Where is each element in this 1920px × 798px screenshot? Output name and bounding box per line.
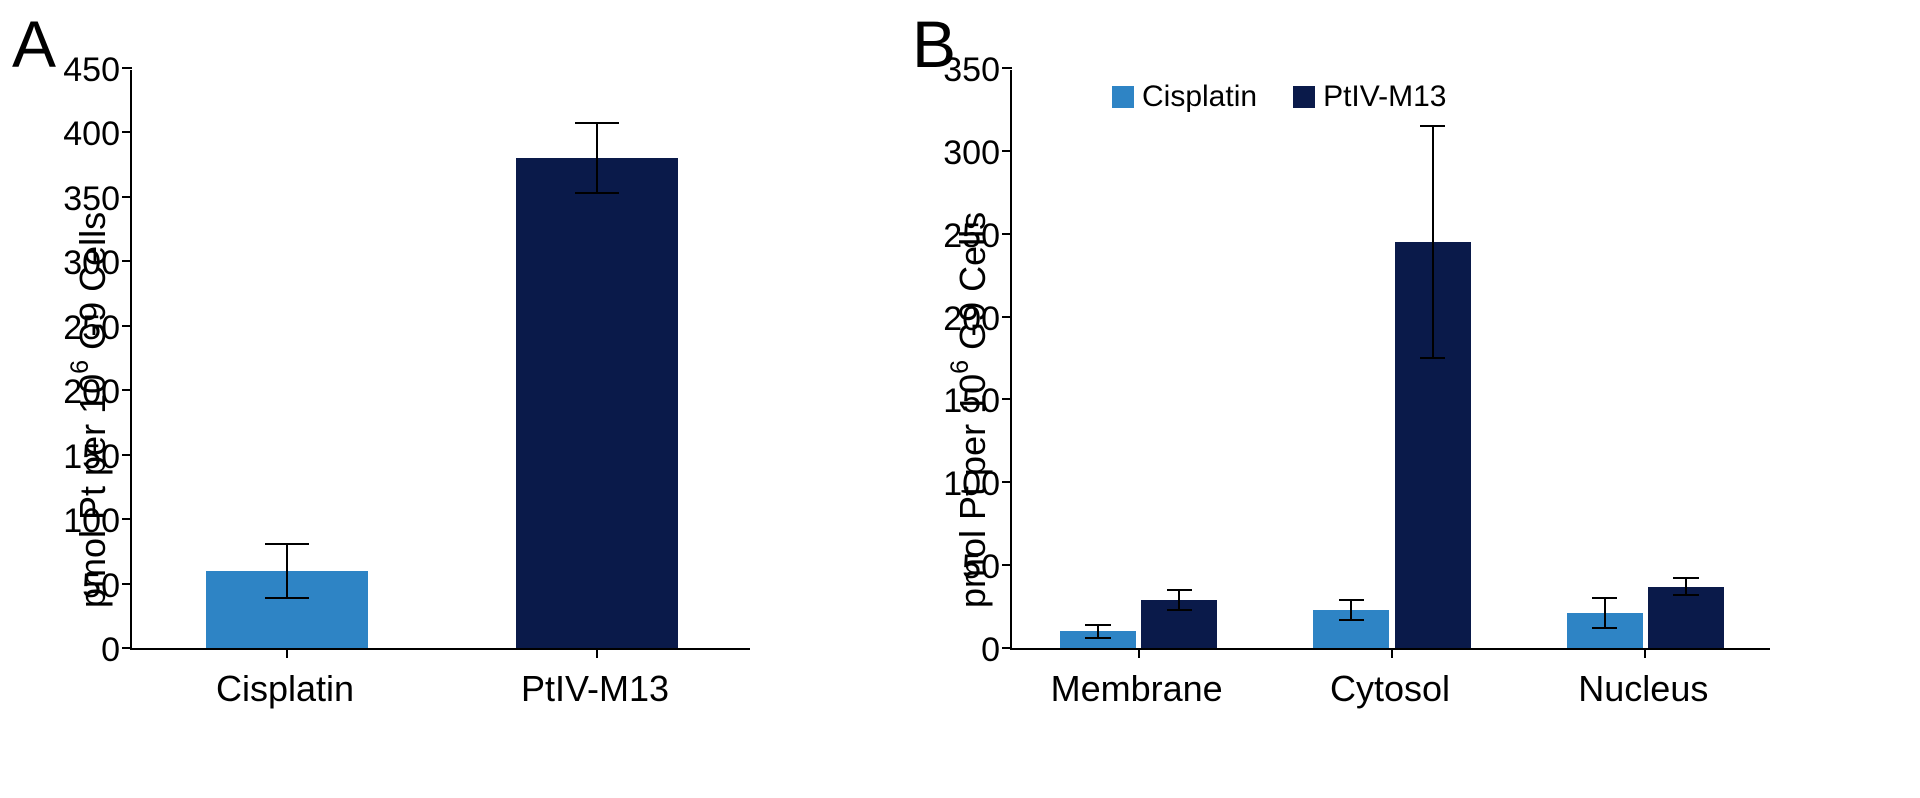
error-cap <box>1673 577 1698 579</box>
error-cap <box>1085 624 1110 626</box>
xtick-mark <box>596 648 598 658</box>
bar <box>516 158 677 648</box>
error-bar <box>1432 126 1434 358</box>
panel-a-chart: pmol Pt per 106 G9 Cells 450400350300250… <box>60 70 880 750</box>
panel-a-plot-area <box>130 70 750 650</box>
panel-a-label: A <box>12 6 56 82</box>
xtick-mark <box>1138 648 1140 658</box>
error-cap <box>1339 599 1364 601</box>
ytick-mark <box>122 647 132 649</box>
error-cap <box>1085 637 1110 639</box>
legend-label: PtIV-M13 <box>1323 80 1446 114</box>
ytick-mark <box>122 389 132 391</box>
xlabel: Nucleus <box>1517 668 1770 710</box>
error-cap <box>1167 589 1192 591</box>
xlabel: Cytosol <box>1263 668 1516 710</box>
error-bar <box>1350 600 1352 620</box>
panel-a: A pmol Pt per 106 G9 Cells 4504003503002… <box>0 0 900 798</box>
panel-b-xlabels: MembraneCytosolNucleus <box>1010 650 1770 710</box>
ytick-mark <box>122 196 132 198</box>
error-cap <box>265 597 308 599</box>
error-cap <box>1592 627 1617 629</box>
error-bar <box>1604 598 1606 628</box>
xtick-mark <box>286 648 288 658</box>
error-cap <box>1420 357 1445 359</box>
xlabel: Membrane <box>1010 668 1263 710</box>
error-cap <box>1420 125 1445 127</box>
ytick-mark <box>122 454 132 456</box>
ytick-mark <box>122 325 132 327</box>
panel-b-yaxis: 350300250200150100500 <box>1000 70 1010 650</box>
ytick-mark <box>122 260 132 262</box>
panel-a-yaxis: 450400350300250200150100500 <box>120 70 130 650</box>
error-bar <box>286 544 288 598</box>
error-cap <box>1339 619 1364 621</box>
panel-a-plotcol: CisplatinPtIV-M13 <box>130 70 750 750</box>
ytick-mark <box>1002 67 1012 69</box>
panel-b-plotcol: Cisplatin PtIV-M13 MembraneCytosolNucleus <box>1010 70 1770 750</box>
legend-swatch <box>1293 86 1315 108</box>
xtick-mark <box>1644 648 1646 658</box>
panel-b-chart: pmol Pt per 106 G9 Cells 350300250200150… <box>940 70 1900 750</box>
error-cap <box>265 543 308 545</box>
error-cap <box>1167 609 1192 611</box>
ytick-mark <box>1002 564 1012 566</box>
error-bar <box>1685 578 1687 595</box>
xlabel: Cisplatin <box>130 668 440 710</box>
ytick-mark <box>122 583 132 585</box>
figure-root: A pmol Pt per 106 G9 Cells 4504003503002… <box>0 0 1920 798</box>
ytick-mark <box>122 518 132 520</box>
xtick-mark <box>1391 648 1393 658</box>
ylabel-sup: 6 <box>946 360 974 374</box>
ylabel-sup: 6 <box>66 360 94 374</box>
legend-label: Cisplatin <box>1142 80 1257 114</box>
panel-a-xlabels: CisplatinPtIV-M13 <box>130 650 750 710</box>
error-bar <box>596 123 598 193</box>
ytick-mark <box>1002 316 1012 318</box>
error-bar <box>1178 590 1180 610</box>
ytick-mark <box>1002 647 1012 649</box>
ytick-mark <box>1002 150 1012 152</box>
legend-swatch <box>1112 86 1134 108</box>
ytick-mark <box>122 67 132 69</box>
ytick-mark <box>1002 233 1012 235</box>
ytick-mark <box>1002 398 1012 400</box>
ytick-mark <box>122 131 132 133</box>
legend-item: Cisplatin <box>1112 80 1257 114</box>
legend-item: PtIV-M13 <box>1293 80 1446 114</box>
panel-b-plot-area: Cisplatin PtIV-M13 <box>1010 70 1770 650</box>
error-cap <box>1673 594 1698 596</box>
error-cap <box>575 122 618 124</box>
xlabel: PtIV-M13 <box>440 668 750 710</box>
ytick-mark <box>1002 481 1012 483</box>
panel-b: B pmol Pt per 106 G9 Cells 3503002502001… <box>900 0 1920 798</box>
error-bar <box>1097 625 1099 638</box>
error-cap <box>1592 597 1617 599</box>
error-cap <box>575 192 618 194</box>
panel-b-legend: Cisplatin PtIV-M13 <box>1112 80 1446 114</box>
